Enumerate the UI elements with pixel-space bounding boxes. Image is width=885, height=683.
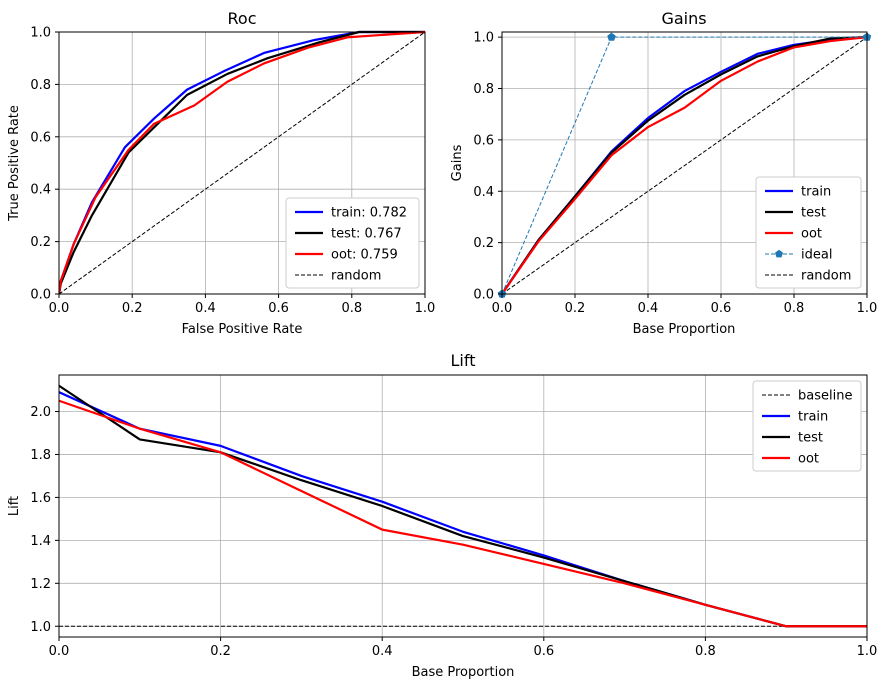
gains-plot-frame <box>501 31 868 295</box>
gains-series-oot <box>502 36 868 294</box>
gains-y-tick-label: 0.6 <box>473 133 494 148</box>
gains-ideal-marker <box>607 32 616 41</box>
lift-x-tick-label: 0.2 <box>210 644 231 659</box>
roc-legend-label-train: train: 0.782 <box>331 206 407 221</box>
roc-x-tick-label: 0.4 <box>195 301 216 316</box>
gains-x-tick-label: 0.4 <box>638 301 659 316</box>
lift-y-tick-label: 1.4 <box>30 534 51 549</box>
roc-series-oot <box>59 30 426 294</box>
gains-y-tick-label: 0.0 <box>473 288 494 303</box>
gains-x-tick-label: 1.0 <box>857 301 878 316</box>
gains-legend-label-oot: oot <box>801 227 822 242</box>
lift-y-tick-label: 1.6 <box>30 491 51 506</box>
roc-y-tick-label: 0.0 <box>30 288 51 303</box>
lift-legend-label-test: test <box>798 431 823 446</box>
gains-y-tick-label: 0.4 <box>473 185 494 200</box>
lift-legend: baseline train test oot <box>752 380 862 472</box>
gains-x-tick-label: 0.8 <box>784 301 805 316</box>
lift-y-label: Lift <box>7 496 22 516</box>
gains-legend-marker-ideal <box>775 249 783 258</box>
gains-x-tick-label: 0.0 <box>492 301 513 316</box>
lift-legend-label-ref: baseline <box>798 389 852 404</box>
lift-chart: Lift 0.0 0.2 0.4 0.6 0.8 1.0 1.0 1.2 1.4 1.6 1.8 2.… <box>7 351 877 680</box>
gains-title: Gains <box>661 9 706 28</box>
roc-legend-label-oot: oot: 0.759 <box>331 248 398 263</box>
gains-y-tick-label: 0.8 <box>473 82 494 97</box>
roc-legend-label-ref: random <box>331 269 381 284</box>
roc-y-label: True Positive Rate <box>7 105 22 222</box>
gains-y-label: Gains <box>450 144 465 181</box>
gains-series-ref <box>502 36 868 294</box>
roc-plot-frame <box>58 31 426 295</box>
roc-y-tick-label: 1.0 <box>30 26 51 41</box>
gains-chart: Gains 0.0 0.2 0.4 0.6 0.8 1.0 0.0 0.2 0.4 0.6 0.8 1… <box>450 9 877 337</box>
lift-plot-frame <box>58 374 868 638</box>
gains-y-tick-label: 1.0 <box>473 31 494 46</box>
roc-x-tick-label: 1.0 <box>415 301 436 316</box>
roc-series-ref <box>59 31 426 294</box>
lift-x-tick-label: 0.8 <box>695 644 716 659</box>
gains-legend-label-ideal: ideal <box>801 248 832 263</box>
lift-legend-label-oot: oot <box>798 452 819 467</box>
lift-y-tick-label: 2.0 <box>30 405 51 420</box>
gains-x-tick-label: 0.2 <box>565 301 586 316</box>
lift-x-tick-label: 1.0 <box>857 644 878 659</box>
lift-series-oot <box>59 399 867 628</box>
roc-x-tick-label: 0.0 <box>49 301 70 316</box>
lift-series-test <box>59 384 867 628</box>
roc-x-label: False Positive Rate <box>182 322 303 337</box>
roc-x-tick-label: 0.8 <box>341 301 362 316</box>
lift-x-label: Base Proportion <box>412 665 515 680</box>
lift-y-tick-label: 1.0 <box>30 620 51 635</box>
gains-legend: train test oot ideal random <box>755 176 862 289</box>
gains-x-tick-label: 0.6 <box>711 301 732 316</box>
lift-y-tick-label: 1.8 <box>30 448 51 463</box>
lift-legend-label-train: train <box>798 410 828 425</box>
gains-legend-label-ref: random <box>801 269 851 284</box>
gains-y-tick-label: 0.2 <box>473 236 494 251</box>
lift-title: Lift <box>451 351 476 370</box>
gains-legend-label-train: train <box>801 185 831 200</box>
lift-x-tick-label: 0.6 <box>533 644 554 659</box>
roc-legend: train: 0.782 test: 0.767 oot: 0.759 random <box>285 197 420 289</box>
gains-series-test <box>502 36 868 294</box>
roc-y-tick-label: 0.2 <box>30 235 51 250</box>
roc-y-tick-label: 0.6 <box>30 130 51 145</box>
roc-title: Roc <box>228 9 257 28</box>
roc-series-test <box>59 30 425 294</box>
gains-x-label: Base Proportion <box>633 322 736 337</box>
lift-x-tick-label: 0.0 <box>49 644 70 659</box>
roc-x-tick-label: 0.6 <box>268 301 289 316</box>
roc-legend-label-test: test: 0.767 <box>331 227 402 242</box>
roc-x-tick-label: 0.2 <box>122 301 143 316</box>
roc-chart: Roc 0.0 0.2 0.4 0.6 0.8 1.0 0.0 0.2 0.4 0.6 0.8 1.0… <box>7 9 435 337</box>
roc-y-tick-label: 0.8 <box>30 78 51 93</box>
roc-y-tick-label: 0.4 <box>30 183 51 198</box>
gains-legend-label-test: test <box>801 206 826 221</box>
lift-x-tick-label: 0.4 <box>372 644 393 659</box>
lift-y-tick-label: 1.2 <box>30 577 51 592</box>
lift-series-train <box>59 391 867 628</box>
